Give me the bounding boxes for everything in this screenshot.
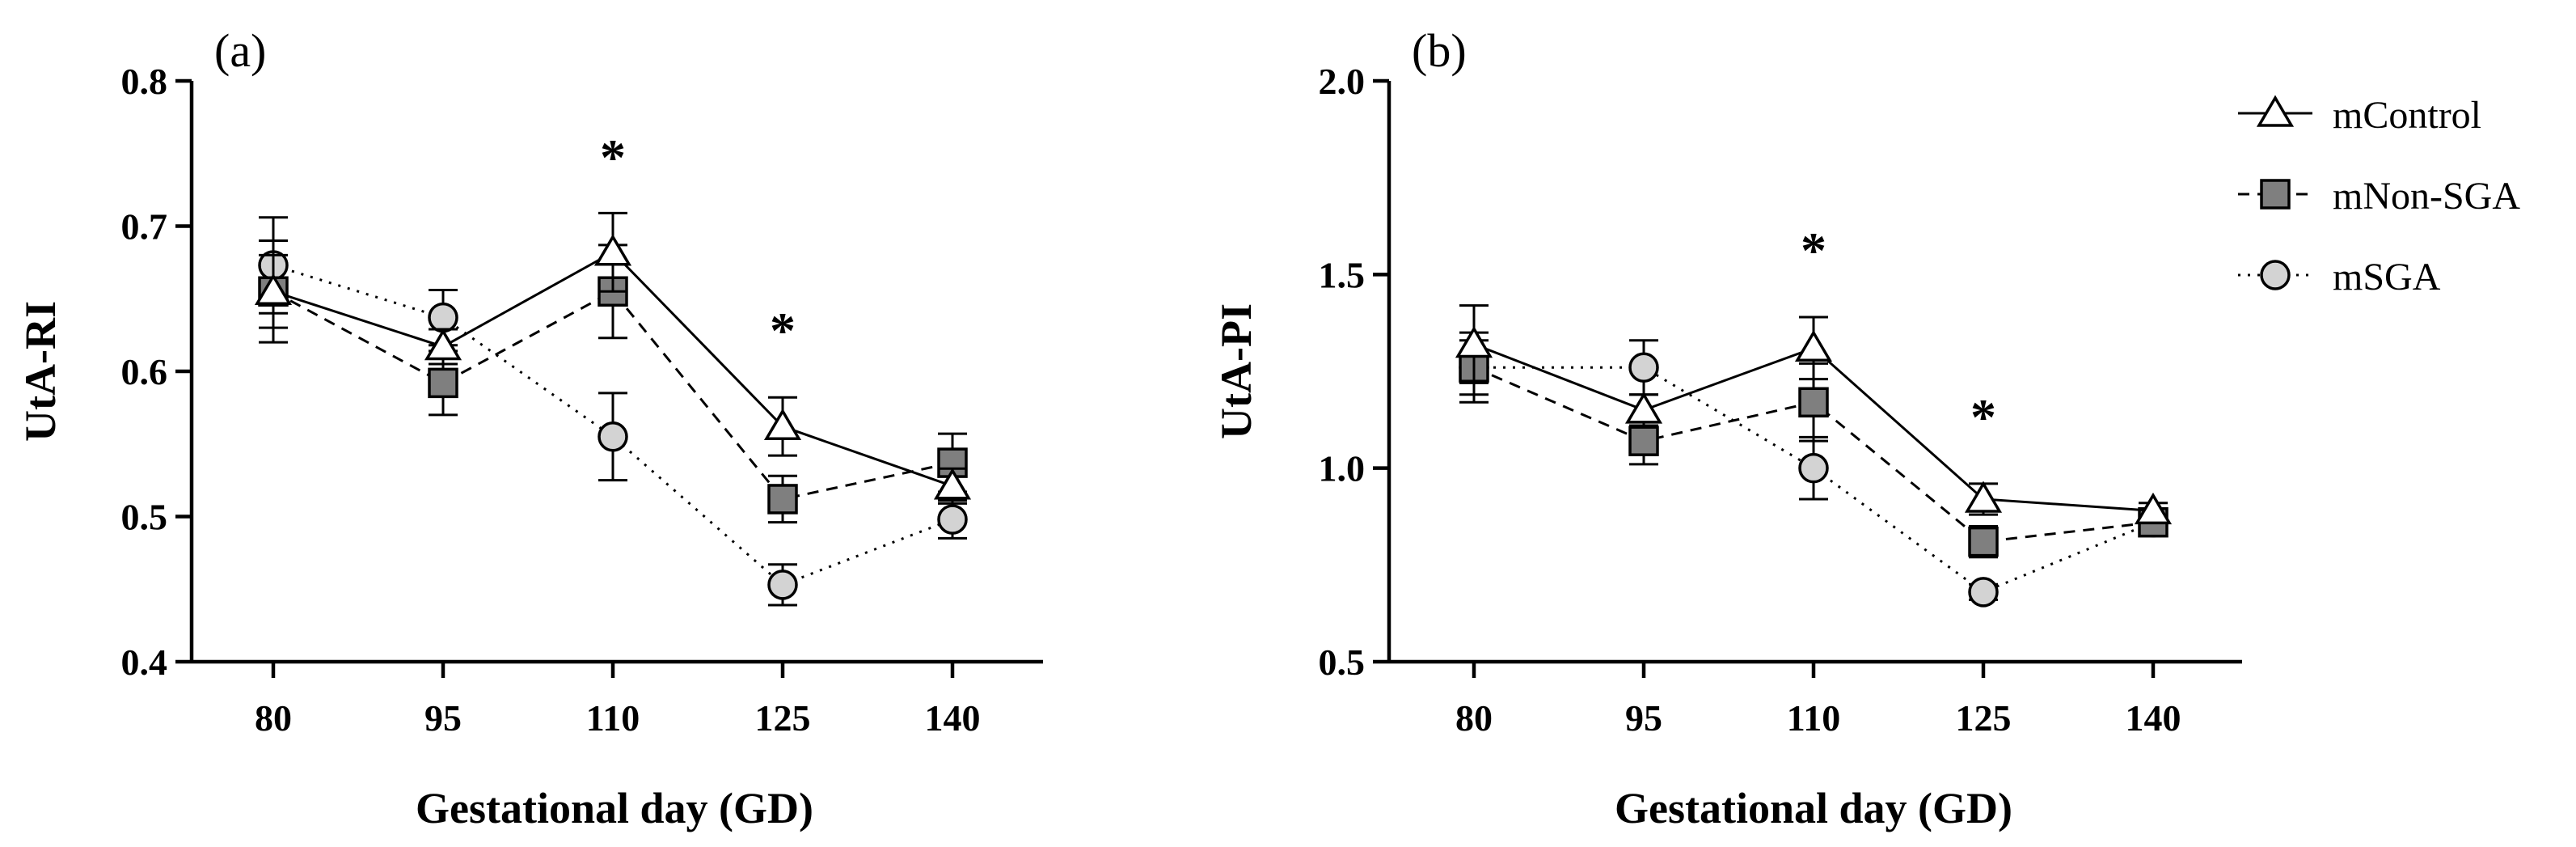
panel-a-x-tick-label: 140 — [925, 697, 981, 739]
panel-a-point-mcontrol — [763, 408, 802, 440]
panel-b-y-axis-title: UtA-PI — [1212, 303, 1261, 439]
panel-b-x-tick-label: 140 — [2126, 697, 2181, 739]
legend-item-mcontrol: mControl — [2238, 94, 2481, 137]
panel-a-label: (a) — [214, 24, 266, 77]
panel-a-series-mcontrol — [254, 211, 972, 505]
legend-swatch-mnon-sga — [2238, 179, 2312, 210]
panel-b-series-mcontrol — [1455, 304, 2173, 525]
panel-b-x-axis-title: Gestational day (GD) — [1615, 784, 2012, 832]
panel-b-x-tick-label: 125 — [1956, 697, 2012, 739]
legend-label-mcontrol: mControl — [2333, 94, 2481, 137]
legend-swatch-mcontrol — [2238, 95, 2312, 127]
panel-a-significance-star: * — [770, 302, 796, 359]
panel-a-y-tick-label: 0.8 — [121, 61, 168, 102]
panel-b-y-tick-label: 0.5 — [1319, 642, 1366, 683]
legend-label-mnon-sga: mNon-SGA — [2333, 175, 2520, 218]
panel-b-point-msga — [1798, 452, 1829, 484]
panel-b-significance-star: * — [1801, 222, 1826, 279]
panel-b-x-tick-label: 110 — [1787, 697, 1840, 739]
panel-b-point-mcontrol — [1455, 326, 1493, 358]
panel-a-point-mcontrol — [933, 468, 972, 500]
panel-b-point-mcontrol — [2134, 492, 2173, 525]
panel-b-point-mnon-sga — [1968, 526, 1999, 557]
panel-a-plot-area: ** — [254, 129, 972, 607]
panel-b-label: (b) — [1412, 24, 1467, 77]
panel-a-utari-chart: (a) UtA-RI Gestational day (GD) 0.40.50.… — [16, 24, 1043, 832]
panel-b-significance-star: * — [1970, 388, 1996, 446]
panel-b-point-mnon-sga — [1628, 426, 1659, 456]
panel-a-line-msga — [272, 264, 953, 587]
legend-marker-circle — [2260, 260, 2291, 290]
panel-a-x-tick-label: 125 — [755, 697, 811, 739]
panel-a-y-tick-label: 0.4 — [121, 642, 168, 683]
legend-item-msga: mSGA — [2238, 256, 2441, 299]
panel-b-point-mcontrol — [1794, 329, 1833, 362]
panel-a-axes: 0.4 0.5 0.6 0.7 0.8 80 95 110 125 140 — [121, 61, 1043, 739]
panel-a-y-tick-label: 0.7 — [121, 206, 168, 248]
panel-a-x-tick-label: 110 — [586, 697, 640, 739]
panel-b-plot-area: ** — [1455, 222, 2173, 608]
panel-a-y-tick-label: 0.5 — [121, 497, 168, 538]
panel-a-y-axis-title: UtA-RI — [16, 301, 65, 442]
panel-b-utapi-chart: (b) UtA-PI Gestational day (GD) 0.5 1.0 1.… — [1212, 24, 2242, 832]
legend-item-mnon-sga: mNon-SGA — [2238, 175, 2520, 218]
panel-b-x-tick-label: 80 — [1455, 697, 1493, 739]
panel-b-point-mcontrol — [1624, 392, 1663, 424]
panel-a-point-mcontrol — [593, 234, 632, 266]
panel-b-y-tick-label: 1.5 — [1319, 254, 1366, 295]
panel-a-point-msga — [598, 421, 628, 452]
panel-b-y-tick-label: 1.0 — [1319, 448, 1366, 489]
panel-a-x-axis-title: Gestational day (GD) — [416, 784, 813, 832]
panel-a-significance-star: * — [600, 129, 626, 186]
panel-b-point-msga — [1628, 352, 1659, 383]
panel-b-point-msga — [1968, 577, 1999, 608]
panel-a-point-msga — [428, 302, 458, 333]
panel-a-x-tick-label: 95 — [424, 697, 462, 739]
panel-a-y-tick-label: 0.6 — [121, 351, 168, 392]
panel-a-point-mnon-sga — [767, 484, 798, 515]
legend-marker-triangle — [2256, 95, 2295, 127]
panel-a-point-mnon-sga — [428, 367, 458, 399]
panel-a-point-mcontrol — [254, 273, 293, 306]
panel-b-y-tick-label: 2.0 — [1319, 61, 1366, 102]
panel-b-point-mnon-sga — [1798, 387, 1829, 418]
panel-b-x-tick-label: 95 — [1625, 697, 1662, 739]
legend-label-msga: mSGA — [2333, 256, 2441, 299]
panel-b-axes: 0.5 1.0 1.5 2.0 80 95 110 125 140 — [1319, 61, 2242, 739]
panel-a-point-mcontrol — [424, 328, 462, 361]
legend: mControl mNon-SGA mSGA — [2238, 94, 2520, 299]
panel-b-point-mcontrol — [1964, 481, 2003, 513]
legend-marker-square — [2260, 179, 2291, 210]
panel-a-x-tick-label: 80 — [255, 697, 292, 739]
legend-swatch-msga — [2238, 260, 2312, 290]
panel-a-point-msga — [937, 504, 968, 535]
panel-a-point-msga — [767, 570, 798, 600]
